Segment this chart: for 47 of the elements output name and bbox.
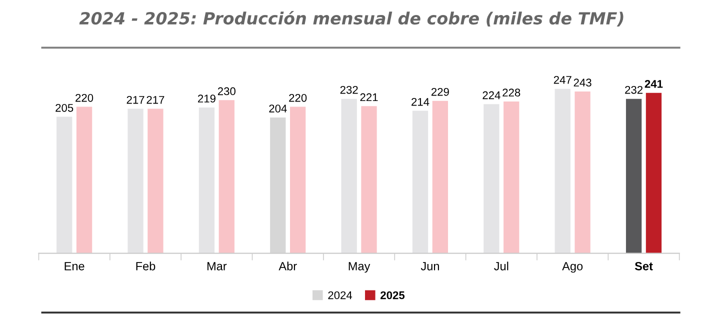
x-tick-label: Jul xyxy=(494,262,508,270)
data-label: 232 xyxy=(625,86,643,94)
bar xyxy=(290,106,306,254)
data-label: 232 xyxy=(340,86,358,94)
data-label: 243 xyxy=(574,78,592,87)
bar xyxy=(361,106,377,254)
data-label: 217 xyxy=(126,96,144,104)
bar xyxy=(504,101,520,254)
bar xyxy=(198,107,215,254)
data-label: 205 xyxy=(56,104,74,112)
bar xyxy=(626,98,642,254)
bar xyxy=(128,108,144,254)
bar xyxy=(432,100,448,254)
legend-label: 2025 xyxy=(380,291,405,300)
x-tick-label: Mar xyxy=(207,262,227,270)
x-tick-label: Feb xyxy=(136,262,156,270)
bar xyxy=(218,100,234,254)
data-label: 214 xyxy=(412,98,430,106)
data-label: 229 xyxy=(431,88,449,96)
legend-label: 2024 xyxy=(328,291,352,300)
data-label: 230 xyxy=(218,87,236,96)
bar xyxy=(56,116,72,254)
chart-title: 2024 - 2025: Producción mensual de cobre (miles de TMF) xyxy=(79,11,624,27)
x-tick-label: Ene xyxy=(64,262,84,270)
data-label: 219 xyxy=(198,94,216,103)
bar xyxy=(646,92,662,254)
bar xyxy=(554,88,570,254)
bar xyxy=(148,108,164,254)
data-label: 221 xyxy=(360,93,378,102)
bar xyxy=(484,104,500,254)
bar xyxy=(412,110,428,254)
data-label: 224 xyxy=(482,91,500,100)
data-label: 228 xyxy=(502,88,520,97)
data-label: 247 xyxy=(554,76,572,84)
x-tick-label: May xyxy=(348,262,370,273)
bar xyxy=(574,91,590,254)
data-label: 204 xyxy=(269,104,287,112)
data-label: 217 xyxy=(146,96,164,104)
x-tick-label: Set xyxy=(634,262,653,270)
bar xyxy=(76,106,92,254)
data-label: 220 xyxy=(289,94,307,102)
x-tick-label: Jun xyxy=(420,262,439,270)
data-label: 220 xyxy=(76,94,94,102)
data-label: 241 xyxy=(644,80,663,88)
bar xyxy=(341,98,357,254)
x-tick-label: Abr xyxy=(278,262,297,270)
x-tick-label: Ago xyxy=(562,262,583,273)
